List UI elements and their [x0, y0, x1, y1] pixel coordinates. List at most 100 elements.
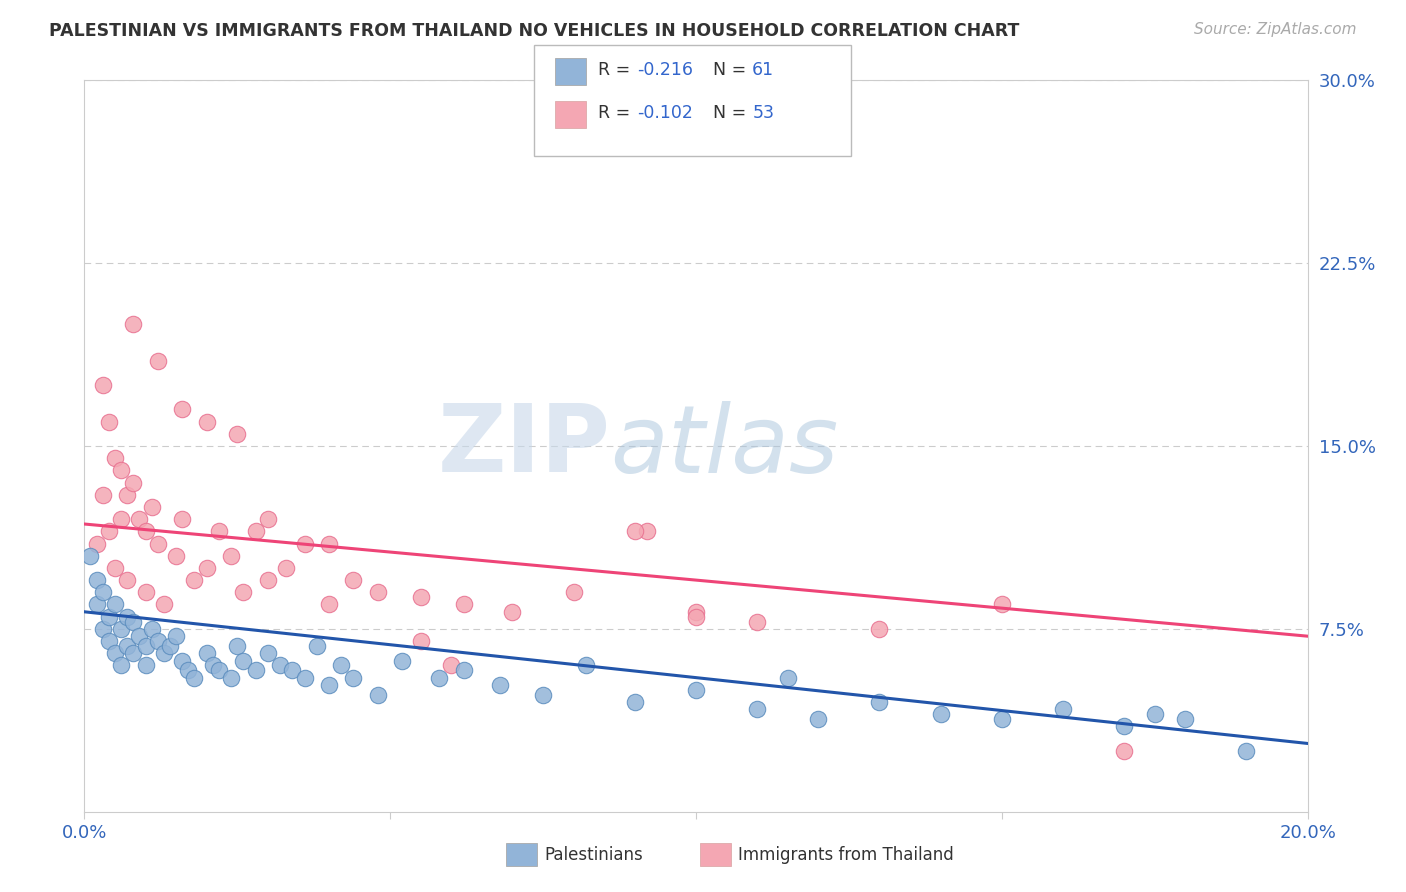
Point [269, 658, 291, 673]
Point [226, 426, 249, 441]
Text: R =: R = [598, 62, 636, 79]
Point [1052, 702, 1074, 716]
Point [869, 695, 891, 709]
Point [453, 598, 475, 612]
Point [367, 585, 389, 599]
Point [91, 378, 114, 392]
Point [110, 512, 132, 526]
Point [776, 671, 799, 685]
Point [562, 585, 585, 599]
Point [318, 598, 340, 612]
Point [409, 634, 432, 648]
Point [141, 500, 163, 514]
Point [110, 622, 132, 636]
Point [104, 561, 127, 575]
Point [427, 671, 450, 685]
Point [257, 573, 280, 587]
Point [172, 654, 194, 668]
Point [135, 639, 157, 653]
Point [97, 634, 120, 648]
Point [146, 536, 169, 550]
Text: R =: R = [598, 104, 636, 122]
Point [342, 573, 364, 587]
Point [177, 663, 200, 677]
Point [1174, 712, 1197, 726]
Text: atlas: atlas [610, 401, 838, 491]
Point [135, 658, 157, 673]
Point [276, 561, 298, 575]
Point [159, 639, 181, 653]
Point [245, 663, 267, 677]
Point [929, 707, 952, 722]
Text: Palestinians: Palestinians [544, 846, 643, 863]
Point [86, 598, 108, 612]
Text: 61: 61 [752, 62, 775, 79]
Point [257, 646, 280, 660]
Text: N =: N = [713, 62, 752, 79]
Point [391, 654, 413, 668]
Point [86, 573, 108, 587]
Point [172, 402, 194, 417]
Point [294, 536, 316, 550]
Point [201, 658, 224, 673]
Point [141, 622, 163, 636]
Point [128, 629, 150, 643]
Point [1114, 744, 1136, 758]
Point [245, 524, 267, 539]
Point [685, 605, 707, 619]
Point [208, 663, 231, 677]
Point [104, 598, 127, 612]
Point [747, 615, 769, 629]
Point [122, 475, 145, 490]
Point [195, 561, 218, 575]
Text: N =: N = [713, 104, 752, 122]
Point [91, 585, 114, 599]
Point [153, 598, 176, 612]
Point [110, 463, 132, 477]
Point [97, 524, 120, 539]
Point [135, 585, 157, 599]
Point [183, 671, 205, 685]
Point [135, 524, 157, 539]
Point [122, 646, 145, 660]
Point [104, 646, 127, 660]
Point [172, 512, 194, 526]
Point [409, 590, 432, 604]
Point [685, 609, 707, 624]
Point [219, 549, 242, 563]
Point [97, 609, 120, 624]
Text: -0.216: -0.216 [637, 62, 693, 79]
Point [128, 512, 150, 526]
Point [636, 524, 658, 539]
Point [489, 678, 512, 692]
Point [91, 622, 114, 636]
Point [1236, 744, 1258, 758]
Point [86, 536, 108, 550]
Point [453, 663, 475, 677]
Point [115, 573, 138, 587]
Point [110, 658, 132, 673]
Point [807, 712, 830, 726]
Point [115, 609, 138, 624]
Point [115, 488, 138, 502]
Text: 53: 53 [752, 104, 775, 122]
Point [440, 658, 463, 673]
Text: Source: ZipAtlas.com: Source: ZipAtlas.com [1194, 22, 1357, 37]
Point [531, 688, 554, 702]
Point [219, 671, 242, 685]
Point [165, 629, 187, 643]
Point [281, 663, 304, 677]
Point [195, 415, 218, 429]
Point [1114, 719, 1136, 733]
Point [747, 702, 769, 716]
Point [232, 654, 254, 668]
Point [367, 688, 389, 702]
Point [991, 598, 1014, 612]
Point [294, 671, 316, 685]
Point [115, 639, 138, 653]
Point [318, 536, 340, 550]
Point [575, 658, 598, 673]
Text: ZIP: ZIP [437, 400, 610, 492]
Point [624, 524, 647, 539]
Point [146, 353, 169, 368]
